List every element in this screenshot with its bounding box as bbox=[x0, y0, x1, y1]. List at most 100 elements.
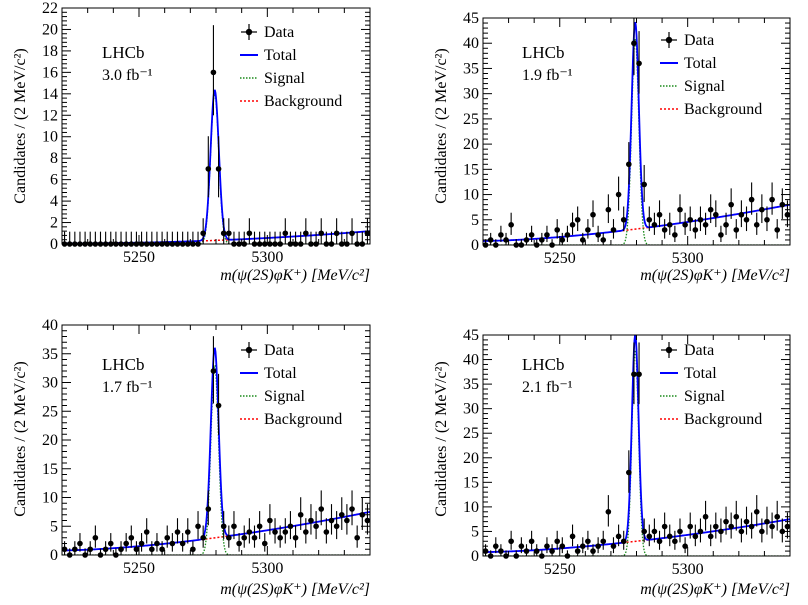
data-point bbox=[702, 500, 709, 531]
data-point bbox=[626, 450, 632, 493]
data-point bbox=[585, 530, 591, 550]
y-tick-label: 40 bbox=[463, 35, 479, 52]
data-point bbox=[133, 231, 140, 247]
data-point bbox=[718, 518, 724, 543]
legend-background-label: Background bbox=[264, 93, 342, 110]
data-marker bbox=[748, 523, 755, 530]
data-point bbox=[498, 225, 504, 243]
legend-data-marker bbox=[665, 36, 673, 44]
data-point bbox=[215, 373, 222, 435]
y-tick-label: 14 bbox=[42, 86, 58, 103]
data-point bbox=[605, 495, 612, 527]
data-point bbox=[743, 506, 750, 535]
y-tick-label: 18 bbox=[42, 43, 58, 60]
legend-total-label: Total bbox=[264, 47, 297, 64]
data-marker bbox=[646, 216, 653, 223]
data-point bbox=[128, 231, 135, 247]
panel-1: 0 2 4 6 8 10 12 14 16 18 20 22 5250 5300 Candidates /… bbox=[12, 0, 371, 284]
data-point bbox=[733, 500, 740, 531]
y-tick-label: 25 bbox=[42, 403, 58, 420]
luminosity-label: 1.7 fb⁻¹ bbox=[102, 379, 153, 396]
y-tick-label: 2 bbox=[50, 215, 58, 232]
legend-total-label: Total bbox=[684, 365, 717, 382]
y-tick-label: 12 bbox=[42, 107, 58, 124]
data-marker bbox=[702, 222, 709, 228]
data-marker bbox=[498, 232, 504, 238]
data-point bbox=[574, 206, 581, 232]
data-point bbox=[666, 212, 673, 235]
legend-background-label: Background bbox=[684, 411, 762, 428]
y-tick-label: 4 bbox=[50, 193, 58, 210]
data-marker bbox=[661, 523, 668, 530]
data-point bbox=[87, 231, 94, 247]
data-marker bbox=[697, 528, 704, 535]
data-point bbox=[308, 231, 314, 247]
data-point bbox=[605, 194, 612, 224]
data-marker bbox=[687, 216, 694, 223]
data-point bbox=[723, 506, 729, 535]
data-marker bbox=[666, 222, 673, 228]
data-marker bbox=[585, 538, 591, 545]
background-curve bbox=[483, 518, 790, 553]
data-marker bbox=[107, 540, 114, 547]
data-marker bbox=[636, 371, 642, 378]
total-curve bbox=[62, 347, 370, 552]
data-point bbox=[169, 533, 176, 552]
data-point bbox=[333, 218, 340, 244]
data-point bbox=[303, 518, 309, 544]
data-marker bbox=[77, 540, 83, 547]
data-marker bbox=[610, 227, 617, 233]
data-point bbox=[113, 231, 119, 247]
data-marker bbox=[687, 523, 694, 530]
legend: Data Total Signal Background bbox=[660, 342, 762, 428]
data-point bbox=[92, 231, 99, 247]
data-marker bbox=[528, 232, 535, 238]
y-tick-label: 20 bbox=[42, 432, 58, 449]
data-point bbox=[159, 231, 165, 247]
data-marker bbox=[713, 211, 719, 218]
data-point bbox=[231, 511, 237, 540]
y-tick-label: 25 bbox=[463, 111, 479, 128]
data-marker bbox=[344, 517, 350, 524]
y-tick-label: 5 bbox=[471, 523, 479, 540]
data-point bbox=[692, 524, 699, 547]
data-point bbox=[154, 533, 160, 552]
data-marker bbox=[205, 166, 212, 172]
legend-data-marker bbox=[665, 346, 673, 354]
data-marker bbox=[666, 533, 673, 540]
data-point bbox=[359, 231, 366, 247]
y-tick-label: 16 bbox=[42, 64, 58, 81]
data-marker bbox=[651, 222, 658, 228]
y-tick-label: 0 bbox=[50, 547, 58, 564]
data-marker bbox=[215, 166, 222, 172]
data-point bbox=[138, 533, 145, 552]
data-point bbox=[261, 231, 268, 247]
data-marker bbox=[297, 511, 304, 518]
data-marker bbox=[149, 546, 155, 553]
y-tick-label: 10 bbox=[463, 187, 479, 204]
data-marker bbox=[554, 227, 560, 233]
data-point bbox=[779, 188, 786, 219]
data-point bbox=[569, 524, 576, 547]
y-tick-label: 10 bbox=[42, 490, 58, 507]
data-point bbox=[733, 219, 740, 239]
data-point bbox=[610, 537, 617, 554]
data-marker bbox=[595, 232, 601, 238]
data-marker bbox=[169, 540, 176, 547]
data-point bbox=[220, 218, 227, 244]
data-point bbox=[620, 206, 627, 232]
legend-data-label: Data bbox=[684, 342, 714, 359]
legend: Data Total Signal Background bbox=[240, 342, 342, 428]
y-tick-label: 0 bbox=[50, 236, 58, 253]
data-point bbox=[600, 232, 607, 245]
data-marker bbox=[251, 534, 258, 541]
legend-total-label: Total bbox=[684, 55, 717, 72]
data-point bbox=[205, 136, 212, 198]
data-marker bbox=[282, 230, 289, 237]
data-marker bbox=[697, 216, 704, 223]
data-marker bbox=[354, 534, 360, 541]
data-marker bbox=[579, 543, 586, 549]
data-point bbox=[728, 188, 734, 219]
data-marker bbox=[313, 523, 319, 530]
